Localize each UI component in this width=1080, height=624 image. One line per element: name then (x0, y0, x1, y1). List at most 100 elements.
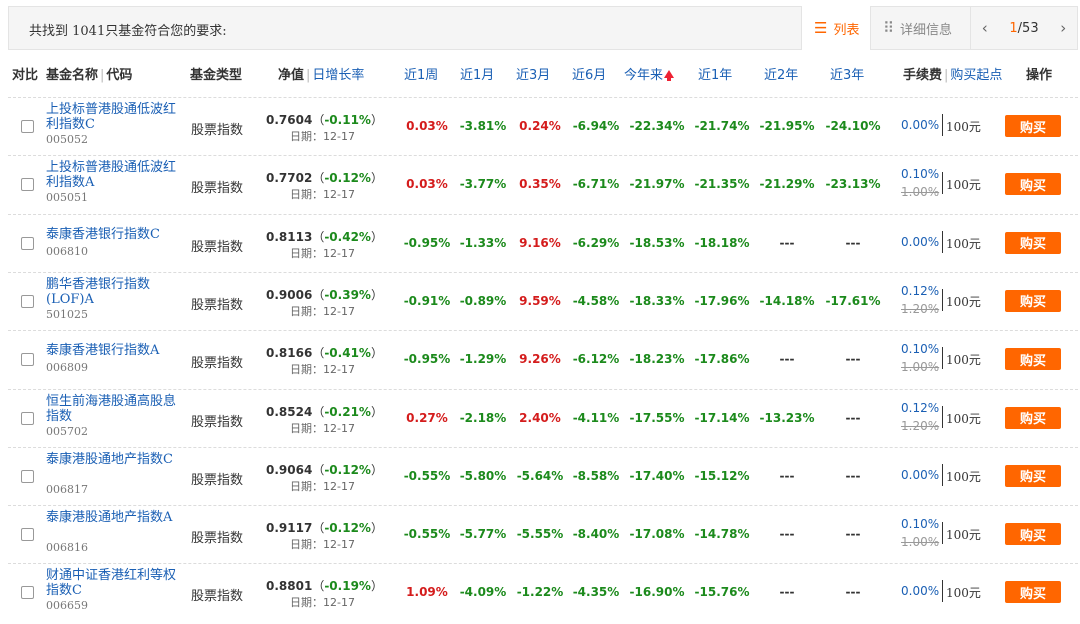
fee-rate: 0.00% (901, 584, 940, 599)
compare-checkbox[interactable] (21, 353, 34, 367)
current-page: 1 (1009, 20, 1018, 36)
min-purchase: 100元 (946, 120, 981, 134)
next-page-button[interactable]: › (1060, 19, 1067, 37)
fund-type: 股票指数 (191, 239, 244, 255)
return-m6: -8.40% (572, 527, 620, 542)
header-nav-label[interactable]: 净值 (278, 68, 305, 83)
paren-open: （ (312, 229, 325, 244)
return-ytd: -17.08% (629, 527, 685, 542)
header-1week[interactable]: 近1周 (404, 68, 439, 83)
compare-checkbox[interactable] (21, 236, 34, 250)
fund-name-link[interactable]: 泰康香港银行指数C (46, 226, 160, 242)
daily-change: -0.11% (324, 113, 371, 127)
header-2year[interactable]: 近2年 (764, 68, 799, 83)
return-y1: -15.76% (694, 585, 750, 600)
header-name[interactable]: 基金名称 (46, 68, 99, 83)
buy-button[interactable]: 购买 (1005, 173, 1061, 196)
tab-list-view[interactable]: ☰ 列表 (801, 6, 871, 50)
tab-detail-view[interactable]: ⠿ 详细信息 (871, 6, 971, 50)
fee-original: 1.00% (901, 185, 940, 200)
fund-name-link[interactable]: 泰康港股通地产指数A (46, 510, 173, 526)
return-m1: -5.77% (459, 527, 507, 542)
fund-name-link[interactable]: 鹏华香港银行指数(LOF)A (46, 276, 151, 307)
nav-date-prefix: 日期： (290, 538, 323, 552)
buy-button[interactable]: 购买 (1005, 581, 1061, 604)
daily-change: -0.41% (324, 346, 371, 361)
return-y3: --- (845, 527, 861, 542)
pagination: ‹ 1/53 › (971, 7, 1077, 49)
nav-number: 0.9117 (266, 521, 313, 536)
return-y2: --- (779, 468, 795, 483)
buy-button[interactable]: 购买 (1005, 523, 1061, 546)
fund-name-link[interactable]: 泰康香港银行指数A (46, 343, 160, 359)
min-purchase: 100元 (946, 236, 981, 251)
compare-checkbox[interactable] (21, 411, 34, 425)
header-ytd-label: 今年来 (624, 68, 664, 83)
buy-button[interactable]: 购买 (1005, 348, 1061, 371)
nav-date: 日期：12-17 (290, 186, 355, 202)
fee-rate: 0.00% (901, 467, 940, 482)
header-ytd[interactable]: 今年来 (624, 64, 675, 83)
fund-name-link[interactable]: 泰康港股通地产指数C (46, 451, 173, 467)
fund-name-link[interactable]: 恒生前海港股通高股息指数 (46, 393, 177, 424)
nav-date: 日期：12-17 (290, 361, 355, 377)
fee-rate: 0.12% (901, 283, 940, 298)
header-3month[interactable]: 近3月 (516, 68, 551, 83)
nav-value: 0.9064（-0.12%） (266, 461, 383, 478)
return-m1: -1.33% (459, 235, 507, 250)
return-ytd: -22.34% (629, 119, 685, 133)
nav-number: 0.8524 (266, 404, 313, 419)
buy-button[interactable]: 购买 (1005, 464, 1061, 487)
paren-open: （ (312, 113, 325, 127)
return-m3: 9.16% (519, 235, 561, 250)
header-1month[interactable]: 近1月 (460, 68, 495, 83)
fund-name-link[interactable]: 上投标普港股通低波红利指数A (46, 160, 177, 191)
fund-name-link[interactable]: 财通中证香港红利等权指数C (46, 568, 177, 599)
return-y1: -21.35% (694, 177, 750, 192)
daily-change: -0.12% (324, 171, 371, 186)
header-3year[interactable]: 近3年 (830, 68, 865, 83)
header-6month[interactable]: 近6月 (572, 68, 607, 83)
nav-date-prefix: 日期： (290, 188, 323, 202)
buy-button[interactable]: 购买 (1005, 115, 1061, 137)
header-1year[interactable]: 近1年 (698, 68, 733, 83)
nav-date-prefix: 日期： (290, 130, 323, 143)
min-purchase: 100元 (946, 178, 981, 193)
fee-divider (942, 172, 943, 195)
header-minbuy[interactable]: 购买起点 (950, 68, 1003, 83)
compare-checkbox[interactable] (21, 528, 34, 542)
return-m1: -4.09% (459, 585, 507, 600)
buy-button[interactable]: 购买 (1005, 406, 1061, 429)
buy-button[interactable]: 购买 (1005, 231, 1061, 254)
fee-divider (942, 230, 943, 253)
table-row: 上投标普港股通低波红利指数C 005052 股票指数 0.7604（-0.11%） 日期… (8, 97, 1078, 155)
paren-open: （ (312, 287, 325, 302)
nav-value: 0.8524（-0.21%） (266, 403, 383, 420)
header-nav: 净值 | 日增长率 (278, 68, 365, 83)
return-w1: -0.55% (403, 527, 451, 542)
compare-checkbox[interactable] (21, 120, 34, 133)
return-m6: -6.12% (572, 352, 620, 367)
header-code[interactable]: 代码 (106, 68, 133, 83)
compare-checkbox[interactable] (21, 294, 34, 308)
paren-close: ） (370, 229, 383, 244)
return-y3: --- (845, 352, 861, 367)
buy-button[interactable]: 购买 (1005, 289, 1061, 312)
fund-name-link[interactable]: 上投标普港股通低波红利指数C (46, 102, 177, 132)
return-m3: -5.55% (516, 527, 564, 542)
return-y2: -21.95% (759, 119, 815, 133)
header-fee-minbuy: 手续费 | 购买起点 (903, 68, 1003, 83)
header-daily-growth[interactable]: 日增长率 (312, 68, 365, 83)
sort-desc-icon (664, 70, 675, 81)
return-m3: 9.26% (519, 352, 561, 367)
header-fee: 手续费 (903, 68, 943, 83)
header-type: 基金类型 (190, 68, 243, 83)
fee-divider (942, 405, 943, 428)
return-m1: -3.81% (459, 119, 507, 133)
compare-checkbox[interactable] (21, 178, 34, 192)
prev-page-button[interactable]: ‹ (981, 19, 988, 37)
nav-date: 日期：12-17 (290, 303, 355, 319)
nav-value: 0.9006（-0.39%） (266, 286, 383, 303)
compare-checkbox[interactable] (21, 469, 34, 483)
compare-checkbox[interactable] (21, 586, 34, 600)
